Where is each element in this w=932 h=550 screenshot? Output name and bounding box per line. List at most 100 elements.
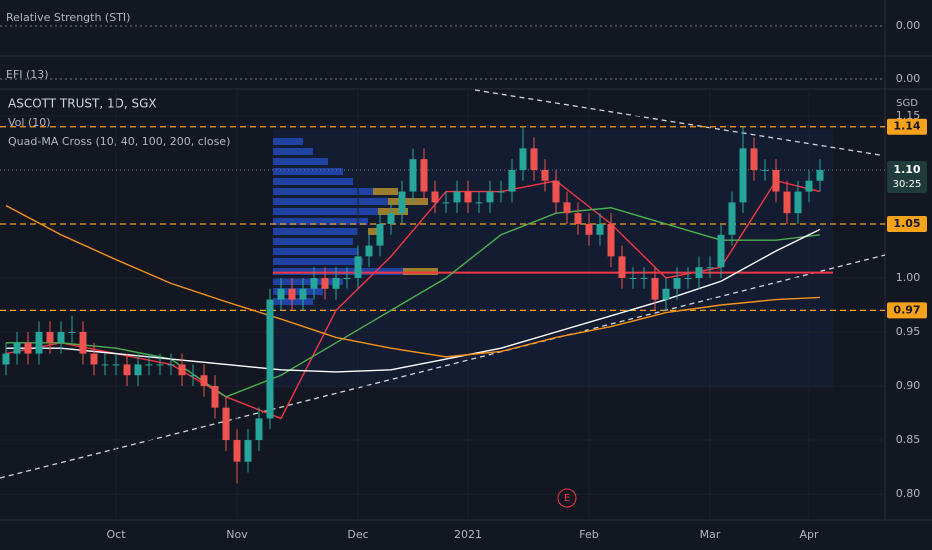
last-price-label: 1.10 <box>893 163 920 176</box>
moving-average <box>5 179 821 420</box>
level-label: 1.14 <box>893 120 920 133</box>
candle-body <box>420 159 428 192</box>
y-tick-label: 0.00 <box>896 19 921 32</box>
level-label-box <box>887 302 927 319</box>
candle-body <box>574 213 582 224</box>
profile-bar <box>273 208 378 215</box>
countdown-label: 30:25 <box>893 179 922 190</box>
candle-body <box>596 223 604 235</box>
profile-bar <box>273 148 313 155</box>
candle-body <box>453 191 461 203</box>
event-label: E <box>564 493 570 504</box>
x-tick-label: Nov <box>226 528 248 541</box>
candle-body <box>288 288 296 300</box>
candle-body <box>134 364 142 376</box>
candle-body <box>585 223 593 235</box>
candle-body <box>640 277 648 279</box>
candle-body <box>409 159 417 192</box>
candle-body <box>497 191 505 193</box>
pane-title: EFI (13) <box>6 68 49 81</box>
candle-body <box>387 213 395 224</box>
candle-body <box>90 353 98 365</box>
candle-body <box>167 364 175 366</box>
x-tick-label: Apr <box>799 528 819 541</box>
candle-body <box>57 332 65 343</box>
moving-average <box>6 228 821 373</box>
candle-body <box>684 277 692 279</box>
profile-bar <box>273 268 403 275</box>
y-tick-label: 0.85 <box>896 433 921 446</box>
profile-bar <box>273 198 388 205</box>
profile-bar <box>273 228 358 235</box>
x-tick-label: 2021 <box>454 528 482 541</box>
currency-label: SGD <box>896 98 918 109</box>
trendline <box>0 254 886 479</box>
level-label-box <box>887 118 927 135</box>
candle-body <box>805 180 813 192</box>
candle-body <box>563 202 571 214</box>
candle-body <box>343 277 351 279</box>
candle-body <box>222 407 230 441</box>
candle-body <box>695 267 703 278</box>
candle-body <box>475 202 483 204</box>
profile-bar <box>273 218 368 225</box>
candle-body <box>299 288 307 300</box>
candle-body <box>541 169 549 181</box>
profile-bar <box>273 288 323 295</box>
candle-body <box>464 191 472 203</box>
candle-body <box>321 277 329 289</box>
candle-body <box>717 234 725 268</box>
candle-body <box>552 180 560 203</box>
candle-body <box>618 256 626 278</box>
profile-bar <box>403 268 438 275</box>
profile-bar <box>273 248 358 255</box>
candle-body <box>794 191 802 214</box>
profile-bar <box>273 138 303 145</box>
profile-bar <box>368 228 383 235</box>
pane-title: Relative Strength (STI) <box>6 11 130 24</box>
x-tick-label: Feb <box>579 528 598 541</box>
candle-body <box>629 277 637 279</box>
volume-profile-sell <box>368 188 438 275</box>
candle-body <box>662 288 670 300</box>
indicator-label: Vol (10) <box>8 116 51 129</box>
y-tick-label: 0.80 <box>896 487 921 500</box>
candle-body <box>673 277 681 289</box>
candle-body <box>189 375 197 377</box>
profile-bar <box>273 258 363 265</box>
candle-body <box>761 169 769 171</box>
candle-body <box>200 375 208 387</box>
profile-bar <box>388 198 428 205</box>
candle-body <box>365 245 373 257</box>
candle-body <box>101 364 109 366</box>
candle-body <box>750 148 758 170</box>
candle-body <box>123 364 131 376</box>
candle-body <box>211 386 219 408</box>
candle-body <box>398 191 406 214</box>
candle-body <box>112 364 120 366</box>
profile-bar <box>273 178 353 185</box>
candle-body <box>244 440 252 462</box>
profile-bar <box>273 238 353 245</box>
candle-body <box>46 332 54 343</box>
candle-body <box>266 299 274 419</box>
candle-body <box>13 342 21 354</box>
last-price-box <box>887 160 927 193</box>
candle-body <box>354 256 362 278</box>
y-tick-label: 0.95 <box>896 325 921 338</box>
candle-body <box>277 288 285 300</box>
y-tick-label: 0.00 <box>896 72 921 85</box>
x-tick-label: Oct <box>106 528 126 541</box>
candle-body <box>728 202 736 235</box>
candle-body <box>2 353 10 365</box>
profile-bar <box>273 168 343 175</box>
x-tick-label: Mar <box>700 528 721 541</box>
level-label-box <box>887 215 927 232</box>
candle-body <box>35 332 43 354</box>
y-tick-label: 1.15 <box>896 109 921 122</box>
profile-bar <box>373 188 398 195</box>
candle-body <box>178 364 186 376</box>
profile-bar <box>273 158 328 165</box>
indicator-label: Quad-MA Cross (10, 40, 100, 200, close) <box>8 135 230 148</box>
